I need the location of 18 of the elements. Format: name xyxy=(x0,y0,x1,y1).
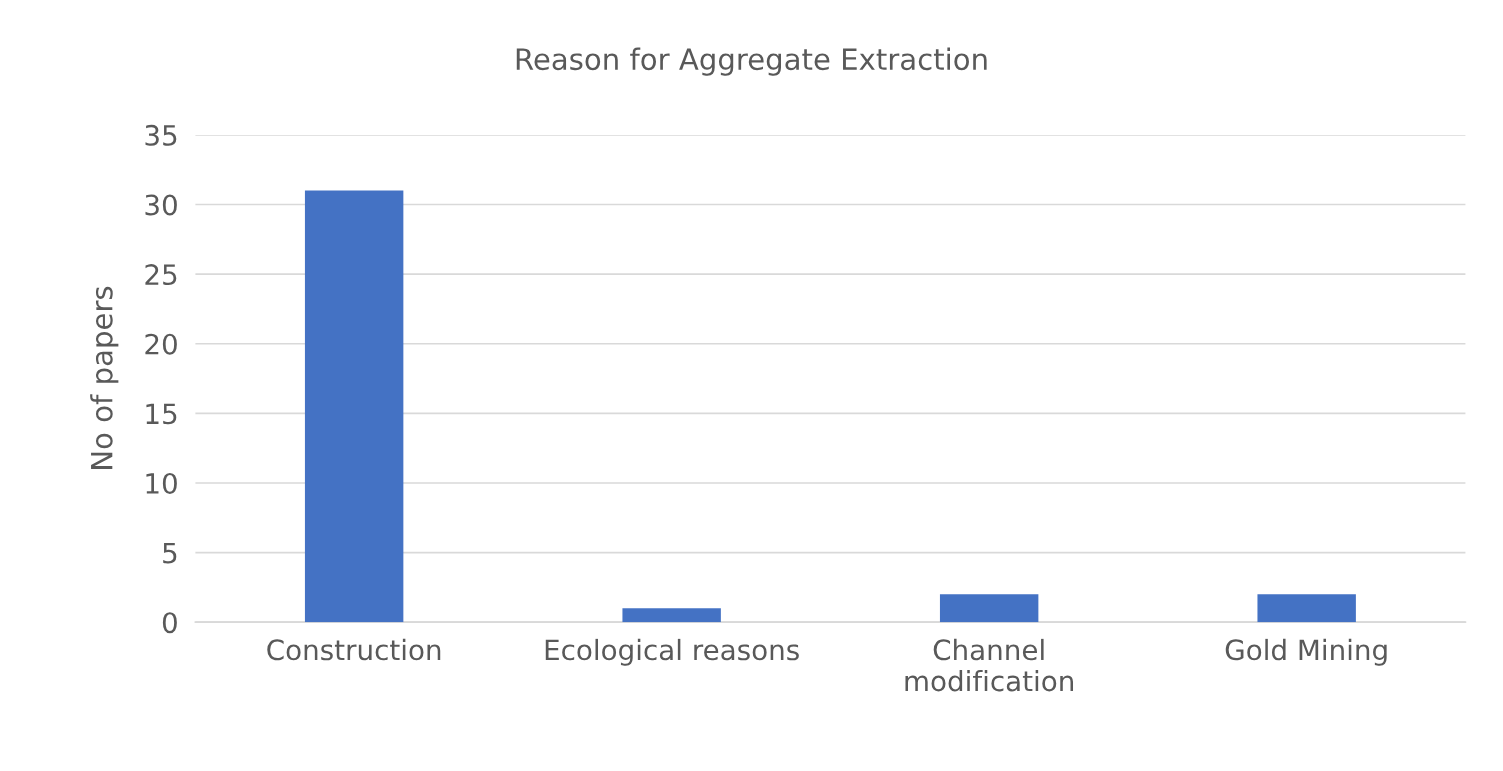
bar xyxy=(304,190,404,623)
y-tick-label: 10 xyxy=(146,472,177,494)
x-tick-label: Channel modification xyxy=(905,638,1074,692)
bar xyxy=(939,594,1039,623)
y-tick-label: 0 xyxy=(162,612,177,634)
y-tick-label: 25 xyxy=(145,264,177,286)
x-tick-label: Gold Mining xyxy=(1225,638,1387,666)
y-tick-label: 20 xyxy=(145,333,177,355)
y-tick-label: 5 xyxy=(163,542,177,564)
y-tick-label: 30 xyxy=(145,194,177,216)
bar xyxy=(622,608,721,623)
y-tick-label: 35 xyxy=(145,124,177,146)
bar xyxy=(1257,594,1356,623)
x-tick-label: Ecological reasons xyxy=(545,638,799,666)
chart-title: Reason for Aggregate Extraction xyxy=(516,47,987,76)
x-tick-label: Construction xyxy=(267,638,441,661)
y-axis-title: No of papers xyxy=(90,286,119,469)
y-tick-label: 15 xyxy=(146,403,177,425)
